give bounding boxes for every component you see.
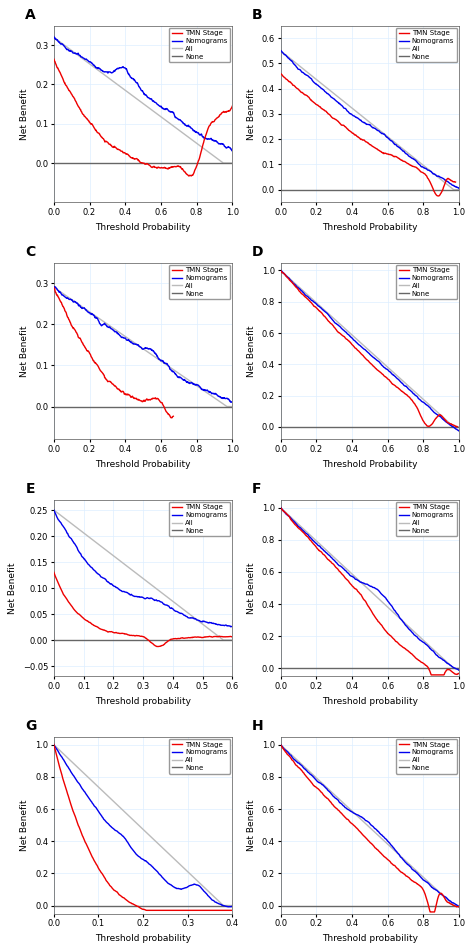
Legend: TMN Stage, Nomograms, All, None: TMN Stage, Nomograms, All, None <box>169 739 230 773</box>
Y-axis label: Net Benefit: Net Benefit <box>9 562 18 613</box>
Legend: TMN Stage, Nomograms, All, None: TMN Stage, Nomograms, All, None <box>396 502 457 536</box>
Y-axis label: Net Benefit: Net Benefit <box>247 325 256 377</box>
Y-axis label: Net Benefit: Net Benefit <box>247 562 256 613</box>
X-axis label: Threshold Probability: Threshold Probability <box>322 459 418 469</box>
X-axis label: Threshold probability: Threshold probability <box>95 934 191 942</box>
Text: G: G <box>25 719 36 733</box>
Y-axis label: Net Benefit: Net Benefit <box>20 88 29 140</box>
X-axis label: Threshold Probability: Threshold Probability <box>95 223 191 231</box>
Text: E: E <box>25 482 35 496</box>
X-axis label: Threshold probability: Threshold probability <box>322 934 418 942</box>
Text: D: D <box>252 245 264 259</box>
Text: H: H <box>252 719 264 733</box>
Y-axis label: Net Benefit: Net Benefit <box>20 800 29 851</box>
Y-axis label: Net Benefit: Net Benefit <box>247 800 256 851</box>
X-axis label: Threshold Probability: Threshold Probability <box>95 459 191 469</box>
X-axis label: Threshold probability: Threshold probability <box>322 697 418 706</box>
Legend: TMN Stage, Nomograms, All, None: TMN Stage, Nomograms, All, None <box>396 739 457 773</box>
Text: C: C <box>25 245 36 259</box>
Text: B: B <box>252 8 263 22</box>
Text: F: F <box>252 482 262 496</box>
Y-axis label: Net Benefit: Net Benefit <box>247 88 256 140</box>
Legend: TMN Stage, Nomograms, All, None: TMN Stage, Nomograms, All, None <box>396 264 457 300</box>
Legend: TMN Stage, Nomograms, All, None: TMN Stage, Nomograms, All, None <box>169 264 230 300</box>
Legend: TMN Stage, Nomograms, All, None: TMN Stage, Nomograms, All, None <box>169 502 230 536</box>
Legend: TMN Stage, Nomograms, All, None: TMN Stage, Nomograms, All, None <box>396 28 457 63</box>
Legend: TMN Stage, Nomograms, All, None: TMN Stage, Nomograms, All, None <box>169 28 230 63</box>
X-axis label: Threshold Probability: Threshold Probability <box>322 223 418 231</box>
Y-axis label: Net Benefit: Net Benefit <box>20 325 29 377</box>
Text: A: A <box>25 8 36 22</box>
X-axis label: Threshold probability: Threshold probability <box>95 697 191 706</box>
